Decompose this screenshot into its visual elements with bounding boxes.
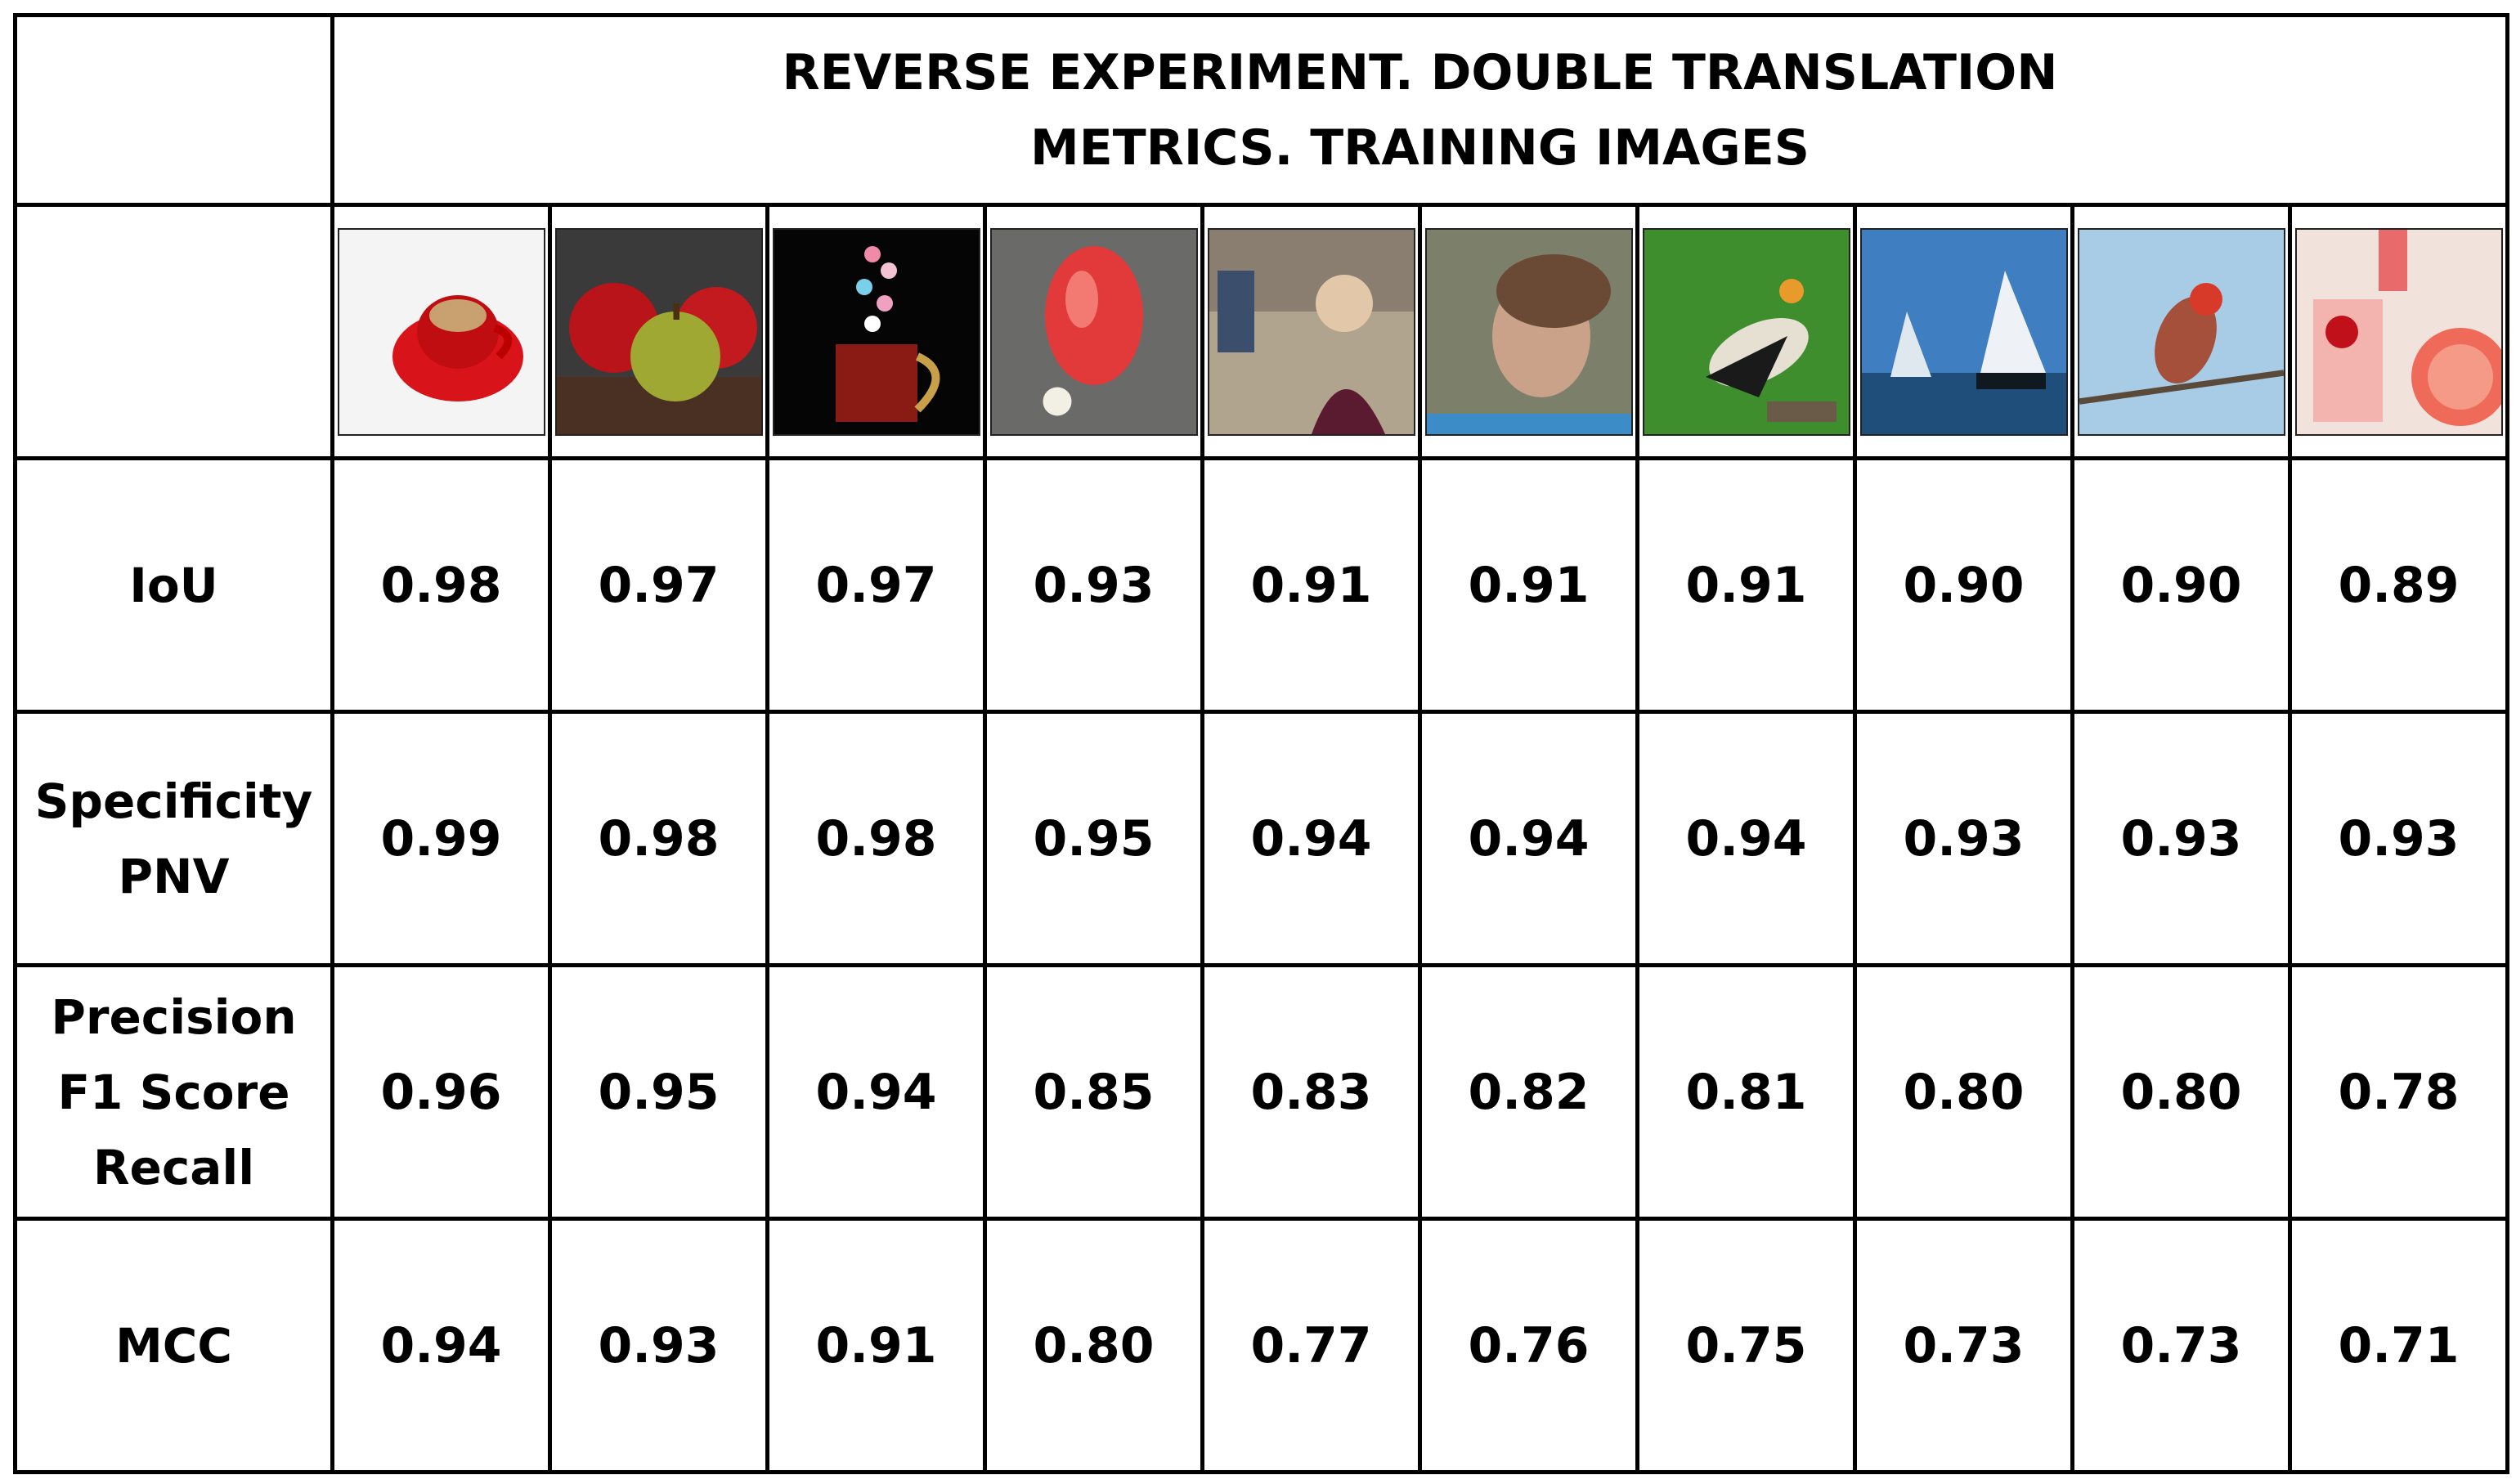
value-cell: 0.91 — [1418, 456, 1639, 714]
image-cell — [1635, 203, 1857, 460]
metric-row-specificity: Specificity PNV 0.99 0.98 0.98 0.95 0.94… — [13, 710, 2509, 967]
value-cell: 0.94 — [765, 963, 987, 1221]
value-cell: 0.71 — [2288, 1217, 2509, 1474]
image-row-label-cell — [13, 203, 334, 460]
value-cell: 0.93 — [983, 456, 1204, 714]
value-cell: 0.76 — [1418, 1217, 1639, 1474]
row-label-line: Recall — [92, 1139, 255, 1195]
metric-row-mcc: MCC 0.94 0.93 0.91 0.80 0.77 0.76 0.75 0… — [13, 1217, 2509, 1474]
value-cell: 0.91 — [1635, 456, 1857, 714]
value-cell: 0.95 — [983, 710, 1204, 967]
row-label-line: F1 Score — [57, 1064, 290, 1120]
title-line-1: REVERSE EXPERIMENT. DOUBLE TRANSLATION — [782, 43, 2058, 101]
row-label-line: MCC — [115, 1317, 232, 1374]
row-label-line: IoU — [129, 557, 218, 613]
thumbnail-apples — [554, 227, 763, 436]
corner-cell — [13, 13, 334, 207]
thumbnail-woman-desk — [1207, 227, 1415, 436]
value-cell: 0.80 — [1853, 963, 2074, 1221]
value-cell: 0.82 — [1418, 963, 1639, 1221]
value-cell: 0.77 — [1200, 1217, 1422, 1474]
image-cell — [1418, 203, 1639, 460]
metrics-table: REVERSE EXPERIMENT. DOUBLE TRANSLATION M… — [13, 13, 2509, 1474]
thumbnail-grapefruit — [2294, 227, 2503, 436]
image-row — [13, 203, 2509, 460]
image-cell — [983, 203, 1204, 460]
metric-row-precision: Precision F1 Score Recall 0.96 0.95 0.94… — [13, 963, 2509, 1221]
value-cell: 0.93 — [2070, 710, 2292, 967]
value-cell: 0.73 — [1853, 1217, 2074, 1474]
value-cell: 0.80 — [983, 1217, 1204, 1474]
image-cell — [330, 203, 552, 460]
image-cell — [1853, 203, 2074, 460]
image-cell — [765, 203, 987, 460]
value-cell: 0.90 — [1853, 456, 2074, 714]
value-cell: 0.83 — [1200, 963, 1422, 1221]
value-cell: 0.90 — [2070, 456, 2292, 714]
thumbnail-mug — [772, 227, 980, 436]
thumbnail-bird — [2077, 227, 2285, 436]
thumbnail-vulture — [1642, 227, 1850, 436]
value-cell: 0.98 — [548, 710, 769, 967]
title-line-2: METRICS. TRAINING IMAGES — [1030, 119, 1810, 177]
row-label: Specificity PNV — [13, 710, 334, 967]
row-label-line: Precision — [51, 989, 297, 1045]
value-cell: 0.95 — [548, 963, 769, 1221]
image-cell — [1200, 203, 1422, 460]
value-cell: 0.93 — [2288, 710, 2509, 967]
value-cell: 0.85 — [983, 963, 1204, 1221]
value-cell: 0.99 — [330, 710, 552, 967]
value-cell: 0.78 — [2288, 963, 2509, 1221]
title-row: REVERSE EXPERIMENT. DOUBLE TRANSLATION M… — [13, 13, 2509, 207]
value-cell: 0.91 — [1200, 456, 1422, 714]
value-cell: 0.96 — [330, 963, 552, 1221]
value-cell: 0.81 — [1635, 963, 1857, 1221]
thumbnail-red-object — [989, 227, 1198, 436]
image-cell — [548, 203, 769, 460]
value-cell: 0.80 — [2070, 963, 2292, 1221]
value-cell: 0.97 — [548, 456, 769, 714]
thumbnail-cup — [337, 227, 545, 436]
value-cell: 0.91 — [765, 1217, 987, 1474]
row-label: Precision F1 Score Recall — [13, 963, 334, 1221]
value-cell: 0.98 — [765, 710, 987, 967]
value-cell: 0.97 — [765, 456, 987, 714]
image-cell — [2070, 203, 2292, 460]
value-cell: 0.89 — [2288, 456, 2509, 714]
value-cell: 0.94 — [1200, 710, 1422, 967]
value-cell: 0.94 — [1418, 710, 1639, 967]
thumbnail-ships — [1859, 227, 2068, 436]
value-cell: 0.94 — [1635, 710, 1857, 967]
table-title: REVERSE EXPERIMENT. DOUBLE TRANSLATION M… — [330, 13, 2509, 207]
value-cell: 0.98 — [330, 456, 552, 714]
row-label: MCC — [13, 1217, 334, 1474]
value-cell: 0.93 — [548, 1217, 769, 1474]
metric-row-iou: IoU 0.98 0.97 0.97 0.93 0.91 0.91 0.91 0… — [13, 456, 2509, 714]
value-cell: 0.73 — [2070, 1217, 2292, 1474]
image-cell — [2288, 203, 2509, 460]
value-cell: 0.75 — [1635, 1217, 1857, 1474]
value-cell: 0.93 — [1853, 710, 2074, 967]
value-cell: 0.94 — [330, 1217, 552, 1474]
thumbnail-girl — [1424, 227, 1633, 436]
row-label-line: PNV — [118, 848, 230, 904]
row-label-line: Specificity — [34, 773, 313, 829]
row-label: IoU — [13, 456, 334, 714]
